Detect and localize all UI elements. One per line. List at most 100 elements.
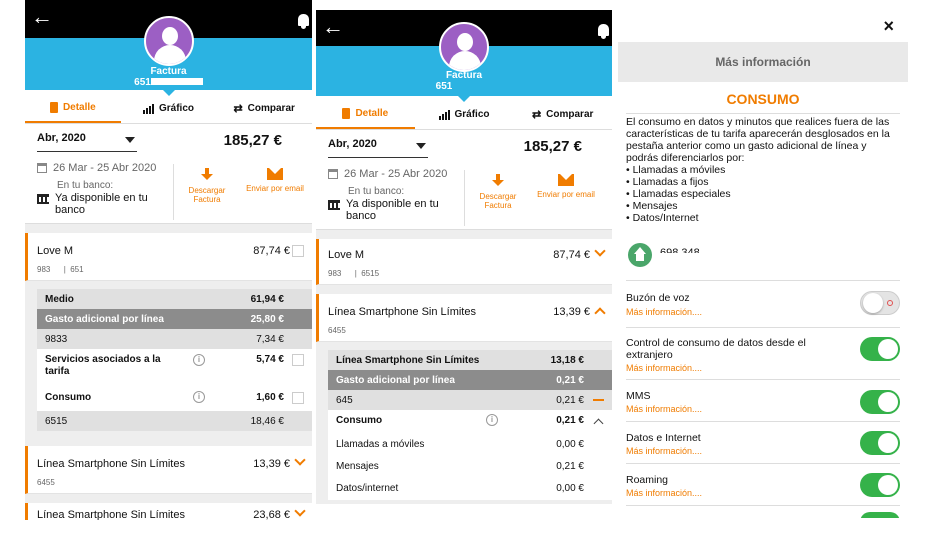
- bank-status: Ya disponible en tu banco: [37, 192, 177, 216]
- bank-label: En tu banco:: [348, 186, 405, 197]
- home-icon: [628, 243, 652, 267]
- date-range: 26 Mar - 25 Abr 2020: [37, 162, 156, 174]
- line-card-love[interactable]: Love M 983 | 6515 87,74 €: [316, 239, 612, 285]
- breakdown-row: Datos/internet 0,00 €: [328, 478, 612, 500]
- breakdown-row: Mensajes 0,21 €: [328, 456, 612, 478]
- tab-bar: Detalle Gráfico ⇄ Comparar: [316, 100, 612, 130]
- email-icon: [558, 174, 574, 186]
- invoice-header: ← Factura 651: [25, 0, 312, 96]
- section-heading: CONSUMO: [626, 88, 900, 114]
- toggle-datos[interactable]: [860, 431, 900, 455]
- back-arrow-icon[interactable]: ←: [322, 14, 344, 39]
- tab-detalle[interactable]: Detalle: [316, 100, 415, 129]
- more-info-link[interactable]: Más información....: [626, 446, 703, 456]
- service-row-datos: Datos e Internet Más información....: [626, 422, 900, 464]
- invoice-total: 185,27 €: [523, 138, 582, 155]
- love-breakdown: Medio 61,94 € Gasto adicional por línea 25…: [25, 281, 312, 437]
- line-card-smartphone[interactable]: Línea Smartphone Sin Límites 6455 13,39 …: [25, 446, 312, 494]
- email-invoice-button[interactable]: Enviar por email: [536, 174, 596, 199]
- consumo-description: El consumo en datos y minutos que realic…: [626, 116, 900, 224]
- service-row-buzon: Buzón de voz Más información....: [626, 282, 900, 328]
- bar-chart-icon: [438, 109, 450, 120]
- breakdown-row: Consumo i 0,21 €: [328, 410, 612, 434]
- list-item: Llamadas a fijos: [626, 176, 900, 188]
- period-select[interactable]: Abr, 2020: [328, 138, 428, 158]
- breakdown-row: Medio 61,94 €: [37, 289, 312, 309]
- more-info-link[interactable]: Más información....: [626, 404, 703, 414]
- header-number: 651: [25, 77, 312, 88]
- select-checkbox[interactable]: [292, 245, 304, 257]
- caret-down-icon: [416, 143, 426, 149]
- document-icon: [49, 102, 58, 113]
- back-arrow-icon[interactable]: ←: [31, 4, 53, 29]
- chevron-down-icon[interactable]: [594, 245, 606, 257]
- period-select[interactable]: Abr, 2020: [37, 132, 137, 152]
- invoice-panel-2: ← Factura 651 Detalle Gráfico ⇄ Comparar …: [316, 10, 612, 520]
- bar-chart-icon: [143, 103, 154, 114]
- collapse-icon[interactable]: [593, 399, 604, 401]
- chevron-down-icon[interactable]: [294, 505, 306, 517]
- toggle-mms[interactable]: [860, 390, 900, 414]
- service-row-roaming: Roaming Más información....: [626, 464, 900, 506]
- period-row: Abr, 2020 185,27 €: [25, 124, 312, 156]
- line-card-smartphone[interactable]: Línea Smartphone Sin Límites 6455 13,39 …: [316, 294, 612, 342]
- tab-comparar[interactable]: ⇄ Comparar: [233, 103, 295, 115]
- toggle-roaming[interactable]: [860, 473, 900, 497]
- calendar-icon: [328, 169, 338, 179]
- select-checkbox[interactable]: [292, 392, 304, 404]
- more-info-link[interactable]: Más información....: [626, 307, 703, 317]
- email-icon: [267, 168, 283, 180]
- info-icon[interactable]: i: [193, 391, 205, 403]
- caret-down-icon: [125, 137, 135, 143]
- list-item: Llamadas a móviles: [626, 164, 900, 176]
- tab-bar: Detalle Gráfico ⇄ Comparar: [25, 94, 312, 124]
- header-title: Factura: [445, 70, 483, 81]
- more-info-link[interactable]: Más información....: [626, 363, 703, 373]
- bank-label: En tu banco:: [57, 180, 114, 191]
- bank-icon: [328, 200, 340, 210]
- bell-icon[interactable]: [298, 14, 309, 29]
- list-item: Datos/Internet: [626, 212, 900, 224]
- list-item: Mensajes: [626, 200, 900, 212]
- tab-comparar[interactable]: ⇄ Comparar: [531, 109, 594, 121]
- tab-grafico[interactable]: Gráfico: [121, 94, 217, 123]
- list-item: Llamadas especiales: [626, 188, 900, 200]
- breakdown-row: Gasto adicional por línea 25,80 €: [37, 309, 312, 329]
- close-icon[interactable]: ×: [883, 16, 894, 36]
- info-icon[interactable]: i: [193, 354, 205, 366]
- bell-icon[interactable]: [598, 24, 609, 39]
- download-invoice-button[interactable]: Descargar Factura: [468, 174, 528, 210]
- tab-grafico[interactable]: Gráfico: [415, 100, 514, 129]
- line-card-smartphone-2[interactable]: Línea Smartphone Sin Límites 23,68 €: [25, 503, 312, 520]
- toggle-control-consumo[interactable]: [860, 337, 900, 361]
- chevron-up-icon[interactable]: [593, 418, 604, 429]
- invoice-info: 26 Mar - 25 Abr 2020 En tu banco: Ya dis…: [25, 156, 312, 224]
- header-number: 651: [316, 81, 612, 92]
- breakdown-row: Llamadas a móviles 0,00 €: [328, 434, 612, 456]
- service-row-mms: MMS Más información....: [626, 380, 900, 422]
- info-icon[interactable]: i: [486, 414, 498, 426]
- more-info-link[interactable]: Más información....: [626, 488, 703, 498]
- chevron-up-icon[interactable]: [594, 307, 606, 319]
- breakdown-row: 9833 7,34 €: [37, 329, 312, 349]
- breakdown-row: 645 0,21 €: [328, 390, 612, 410]
- info-title-bar: Más información: [618, 42, 908, 82]
- breakdown-row: Gasto adicional por línea 0,21 €: [328, 370, 612, 390]
- invoice-total: 185,27 €: [223, 132, 282, 149]
- document-icon: [342, 108, 351, 119]
- tab-detalle[interactable]: Detalle: [25, 94, 121, 123]
- email-invoice-button[interactable]: Enviar por email: [245, 168, 305, 193]
- toggle-buzon[interactable]: [860, 291, 900, 315]
- download-invoice-button[interactable]: Descargar Factura: [177, 168, 237, 204]
- invoice-info: 26 Mar - 25 Abr 2020 En tu banco: Ya dis…: [316, 162, 612, 230]
- invoice-header: ← Factura 651: [316, 10, 612, 102]
- chevron-down-icon[interactable]: [294, 454, 306, 466]
- breakdown-row: 6515 18,46 €: [37, 411, 312, 431]
- line-card-love[interactable]: Love M 983 | 651 87,74 €: [25, 233, 312, 281]
- avatar: [439, 22, 489, 72]
- download-icon: [201, 168, 213, 182]
- toggle-next[interactable]: [860, 512, 900, 518]
- select-checkbox[interactable]: [292, 354, 304, 366]
- smartphone-breakdown: Línea Smartphone Sin Límites 13,18 € Gast…: [316, 342, 612, 504]
- compare-icon: ⇄: [531, 109, 542, 121]
